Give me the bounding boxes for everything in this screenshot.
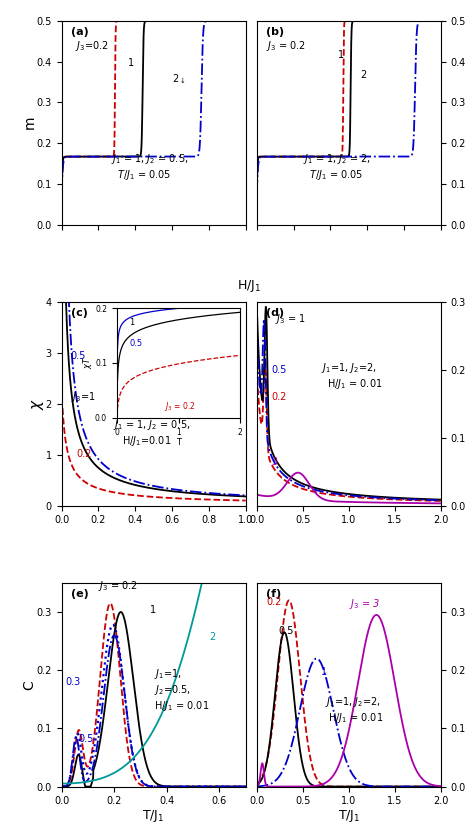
- Text: (c): (c): [71, 308, 88, 318]
- Text: (b): (b): [266, 27, 284, 37]
- Text: 3: 3: [272, 457, 278, 467]
- Text: $J_3$=1: $J_3$=1: [71, 390, 95, 403]
- Text: 1: 1: [321, 666, 327, 676]
- Text: 0.2: 0.2: [266, 597, 282, 607]
- Text: 0.5: 0.5: [71, 351, 86, 361]
- Text: $J_1$ = 1, $J_2$ = 0.5,
  $T/J_1$ = 0.05: $J_1$ = 1, $J_2$ = 0.5, $T/J_1$ = 0.05: [111, 152, 189, 182]
- Text: 1: 1: [128, 58, 134, 68]
- Text: $J_3$=0.2: $J_3$=0.2: [74, 39, 108, 53]
- Y-axis label: $\chi$: $\chi$: [30, 397, 46, 410]
- Text: (d): (d): [266, 308, 284, 318]
- Text: (f): (f): [266, 589, 281, 599]
- Text: 2: 2: [209, 632, 215, 642]
- Text: $J_1$ = 1, $J_2$ = 2,
  $T/J_1$ = 0.05: $J_1$ = 1, $J_2$ = 2, $T/J_1$ = 0.05: [303, 152, 371, 182]
- Text: (e): (e): [71, 589, 89, 599]
- Text: $J_3$ = 1: $J_3$ = 1: [275, 312, 306, 326]
- Text: 1: 1: [338, 49, 344, 59]
- Y-axis label: m: m: [23, 116, 36, 129]
- Text: $J_1$=1, $J_2$=2,
 H/$J_1$ = 0.01: $J_1$=1, $J_2$=2, H/$J_1$ = 0.01: [325, 696, 383, 726]
- Text: 2$_{\downarrow}$: 2$_{\downarrow}$: [172, 73, 186, 86]
- Text: 0.2: 0.2: [76, 448, 92, 458]
- Text: $J_3$ = 0.2: $J_3$ = 0.2: [266, 39, 305, 53]
- Text: $J_3$ = 3: $J_3$ = 3: [349, 597, 380, 611]
- Text: 0.2: 0.2: [272, 392, 287, 402]
- Text: 1: 1: [150, 605, 156, 615]
- Text: 0.3: 0.3: [65, 676, 81, 686]
- Text: $J_3$ = 0.2: $J_3$ = 0.2: [99, 579, 138, 593]
- Text: (a): (a): [71, 27, 89, 37]
- Text: H/J$_1$: H/J$_1$: [237, 277, 261, 294]
- Text: $J_1$=1,
$J_2$=0.5,
H/$J_1$ = 0.01: $J_1$=1, $J_2$=0.5, H/$J_1$ = 0.01: [154, 667, 209, 713]
- Text: 0.5: 0.5: [279, 626, 294, 635]
- Text: 0.5: 0.5: [78, 734, 93, 744]
- Text: $J_1$=1, $J_2$=2,
  H/$J_1$ = 0.01: $J_1$=1, $J_2$=2, H/$J_1$ = 0.01: [321, 362, 383, 392]
- X-axis label: T/J$_1$: T/J$_1$: [143, 807, 165, 823]
- Text: 2: 2: [360, 70, 366, 80]
- Text: 0.5: 0.5: [272, 365, 287, 375]
- X-axis label: T/J$_1$: T/J$_1$: [337, 807, 360, 823]
- Text: $J_1$ = 1, $J_2$ = 0.5,
   H/$J_1$=0.01: $J_1$ = 1, $J_2$ = 0.5, H/$J_1$=0.01: [113, 418, 191, 448]
- Y-axis label: C: C: [23, 680, 36, 690]
